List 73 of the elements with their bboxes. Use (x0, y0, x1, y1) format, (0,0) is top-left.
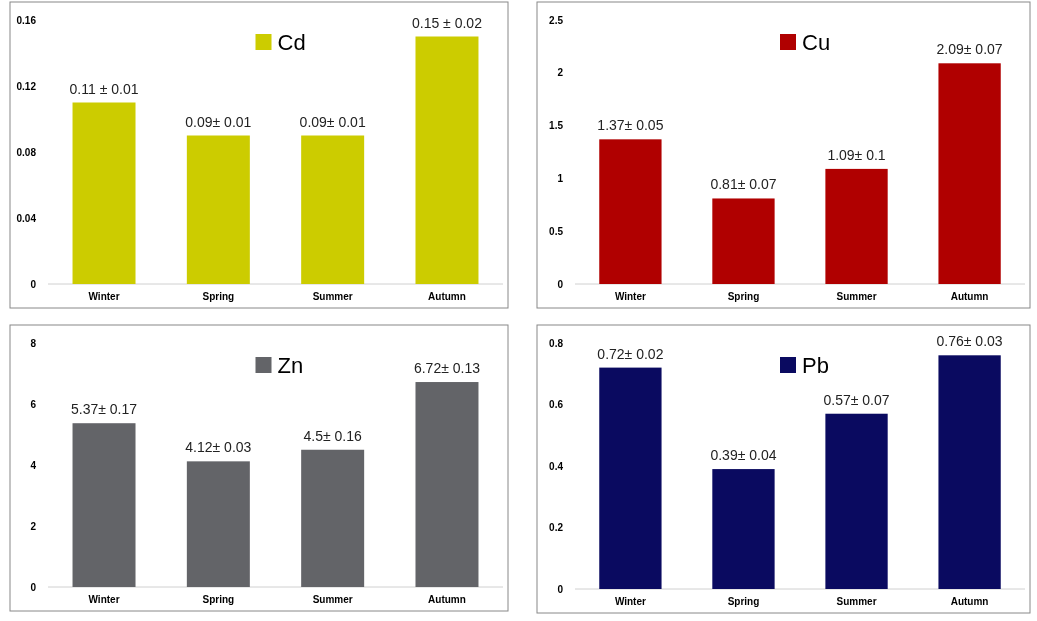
data-label: 0.57± 0.07 (823, 391, 890, 408)
y-tick-label: 0.4 (549, 460, 564, 472)
bar (712, 469, 775, 589)
x-tick-label: Spring (727, 596, 760, 607)
y-tick-label: 2.5 (549, 14, 564, 26)
data-label: 0.11 ± 0.01 (69, 80, 139, 97)
y-tick-label: 0.08 (16, 146, 37, 158)
y-tick-label: 0 (557, 583, 564, 595)
x-tick-label: Spring (202, 594, 235, 605)
bar (712, 198, 775, 284)
y-tick-label: 2 (30, 520, 37, 532)
x-tick-label: Summer (312, 291, 353, 302)
x-tick-label: Winter (614, 291, 647, 302)
y-tick-label: 0.5 (549, 225, 564, 237)
data-label: 6.72± 0.13 (413, 360, 481, 377)
x-tick-label: Summer (836, 291, 877, 302)
bar (599, 367, 662, 589)
bar (415, 382, 479, 587)
x-tick-label: Summer (312, 594, 353, 605)
bar (72, 423, 136, 587)
bar (825, 168, 888, 284)
x-tick-label: Winter (88, 291, 120, 302)
y-tick-label: 0.8 (549, 337, 564, 349)
y-tick-label: 0.6 (549, 399, 564, 410)
data-label: 0.09± 0.01 (299, 113, 366, 130)
bar (301, 135, 365, 284)
x-tick-label: Summer (836, 596, 877, 607)
x-tick-label: Autumn (428, 594, 466, 605)
y-tick-label: 0.12 (16, 80, 37, 92)
data-label: 1.37± 0.05 (597, 117, 664, 134)
y-tick-label: 1 (557, 172, 564, 184)
bar (186, 461, 250, 587)
y-tick-label: 0.16 (16, 14, 37, 26)
bar (301, 449, 365, 587)
data-label: 4.5± 0.16 (303, 427, 363, 444)
y-tick-label: 8 (30, 337, 37, 349)
y-tick-label: 0 (30, 581, 37, 593)
x-tick-label: Winter (614, 596, 647, 607)
y-tick-label: 4 (30, 459, 37, 471)
data-label: 4.12± 0.03 (185, 439, 252, 456)
data-label: 0.09± 0.01 (185, 113, 252, 130)
x-tick-label: Spring (202, 291, 235, 302)
bar (186, 135, 250, 284)
x-tick-label: Winter (88, 594, 120, 605)
bar (599, 139, 662, 284)
data-label: 0.39± 0.04 (710, 447, 777, 464)
data-label: 0.81± 0.07 (710, 176, 777, 193)
bar (938, 63, 1001, 284)
x-tick-label: Autumn (428, 291, 466, 302)
data-label: 5.37± 0.17 (70, 401, 138, 418)
bar (415, 36, 479, 284)
data-label: 0.76± 0.03 (936, 333, 1003, 350)
y-tick-label: 0 (30, 278, 37, 290)
y-tick-label: 6 (30, 398, 37, 410)
legend-label: Cu (802, 29, 831, 55)
y-tick-label: 0 (557, 278, 564, 290)
bar (825, 413, 888, 589)
bar (938, 355, 1001, 589)
y-tick-label: 2 (557, 67, 564, 79)
legend-label: Zn (277, 352, 304, 378)
legend-label: Cd (277, 29, 306, 55)
legend-label: Pb (802, 352, 829, 378)
data-label: 2.09± 0.07 (936, 41, 1003, 58)
bar (72, 102, 136, 284)
data-label: 0.72± 0.02 (597, 345, 664, 362)
data-label: 0.15 ± 0.02 (412, 14, 483, 31)
y-tick-label: 0.04 (16, 212, 37, 224)
y-tick-label: 0.2 (549, 522, 564, 533)
x-tick-label: Autumn (950, 596, 989, 607)
x-tick-label: Spring (727, 291, 760, 302)
data-label: 1.09± 0.1 (827, 146, 886, 163)
y-tick-label: 1.5 (549, 120, 564, 132)
x-tick-label: Autumn (950, 291, 989, 302)
